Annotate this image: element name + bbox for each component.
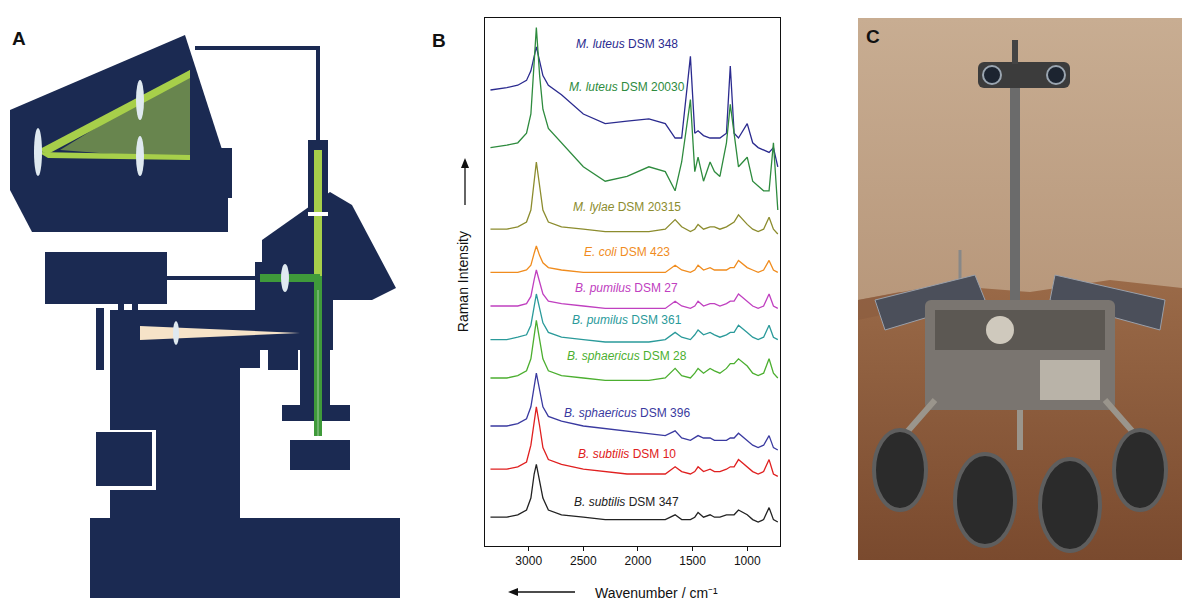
svg-text:1000: 1000 [734, 554, 761, 568]
html-text:C: C [866, 26, 880, 47]
svg-text:1500: 1500 [679, 554, 706, 568]
svg-text:B. subtilis DSM 347: B. subtilis DSM 347 [574, 495, 679, 509]
svg-text:Wavenumber / cm⁻¹: Wavenumber / cm⁻¹ [595, 585, 718, 601]
svg-text:E. coli DSM 423: E. coli DSM 423 [584, 245, 670, 259]
svg-text:B. sphaericus DSM 396: B. sphaericus DSM 396 [564, 406, 690, 420]
html-text:B: B [432, 30, 446, 51]
html-text:A: A [12, 28, 26, 49]
svg-text:2500: 2500 [570, 554, 597, 568]
svg-text:M. luteus DSM 348: M. luteus DSM 348 [576, 37, 678, 51]
svg-text:M. luteus DSM 20030: M. luteus DSM 20030 [569, 80, 685, 94]
svg-text:2000: 2000 [625, 554, 652, 568]
svg-text:B. subtilis DSM 10: B. subtilis DSM 10 [578, 447, 676, 461]
svg-text:M. lylae DSM 20315: M. lylae DSM 20315 [573, 200, 681, 214]
svg-text:Raman Intensity: Raman Intensity [455, 231, 471, 332]
svg-text:3000: 3000 [515, 554, 542, 568]
svg-text:B. pumilus DSM 27: B. pumilus DSM 27 [575, 281, 678, 295]
svg-text:B. sphaericus DSM 28: B. sphaericus DSM 28 [567, 349, 687, 363]
svg-text:B. pumilus DSM 361: B. pumilus DSM 361 [572, 313, 682, 327]
